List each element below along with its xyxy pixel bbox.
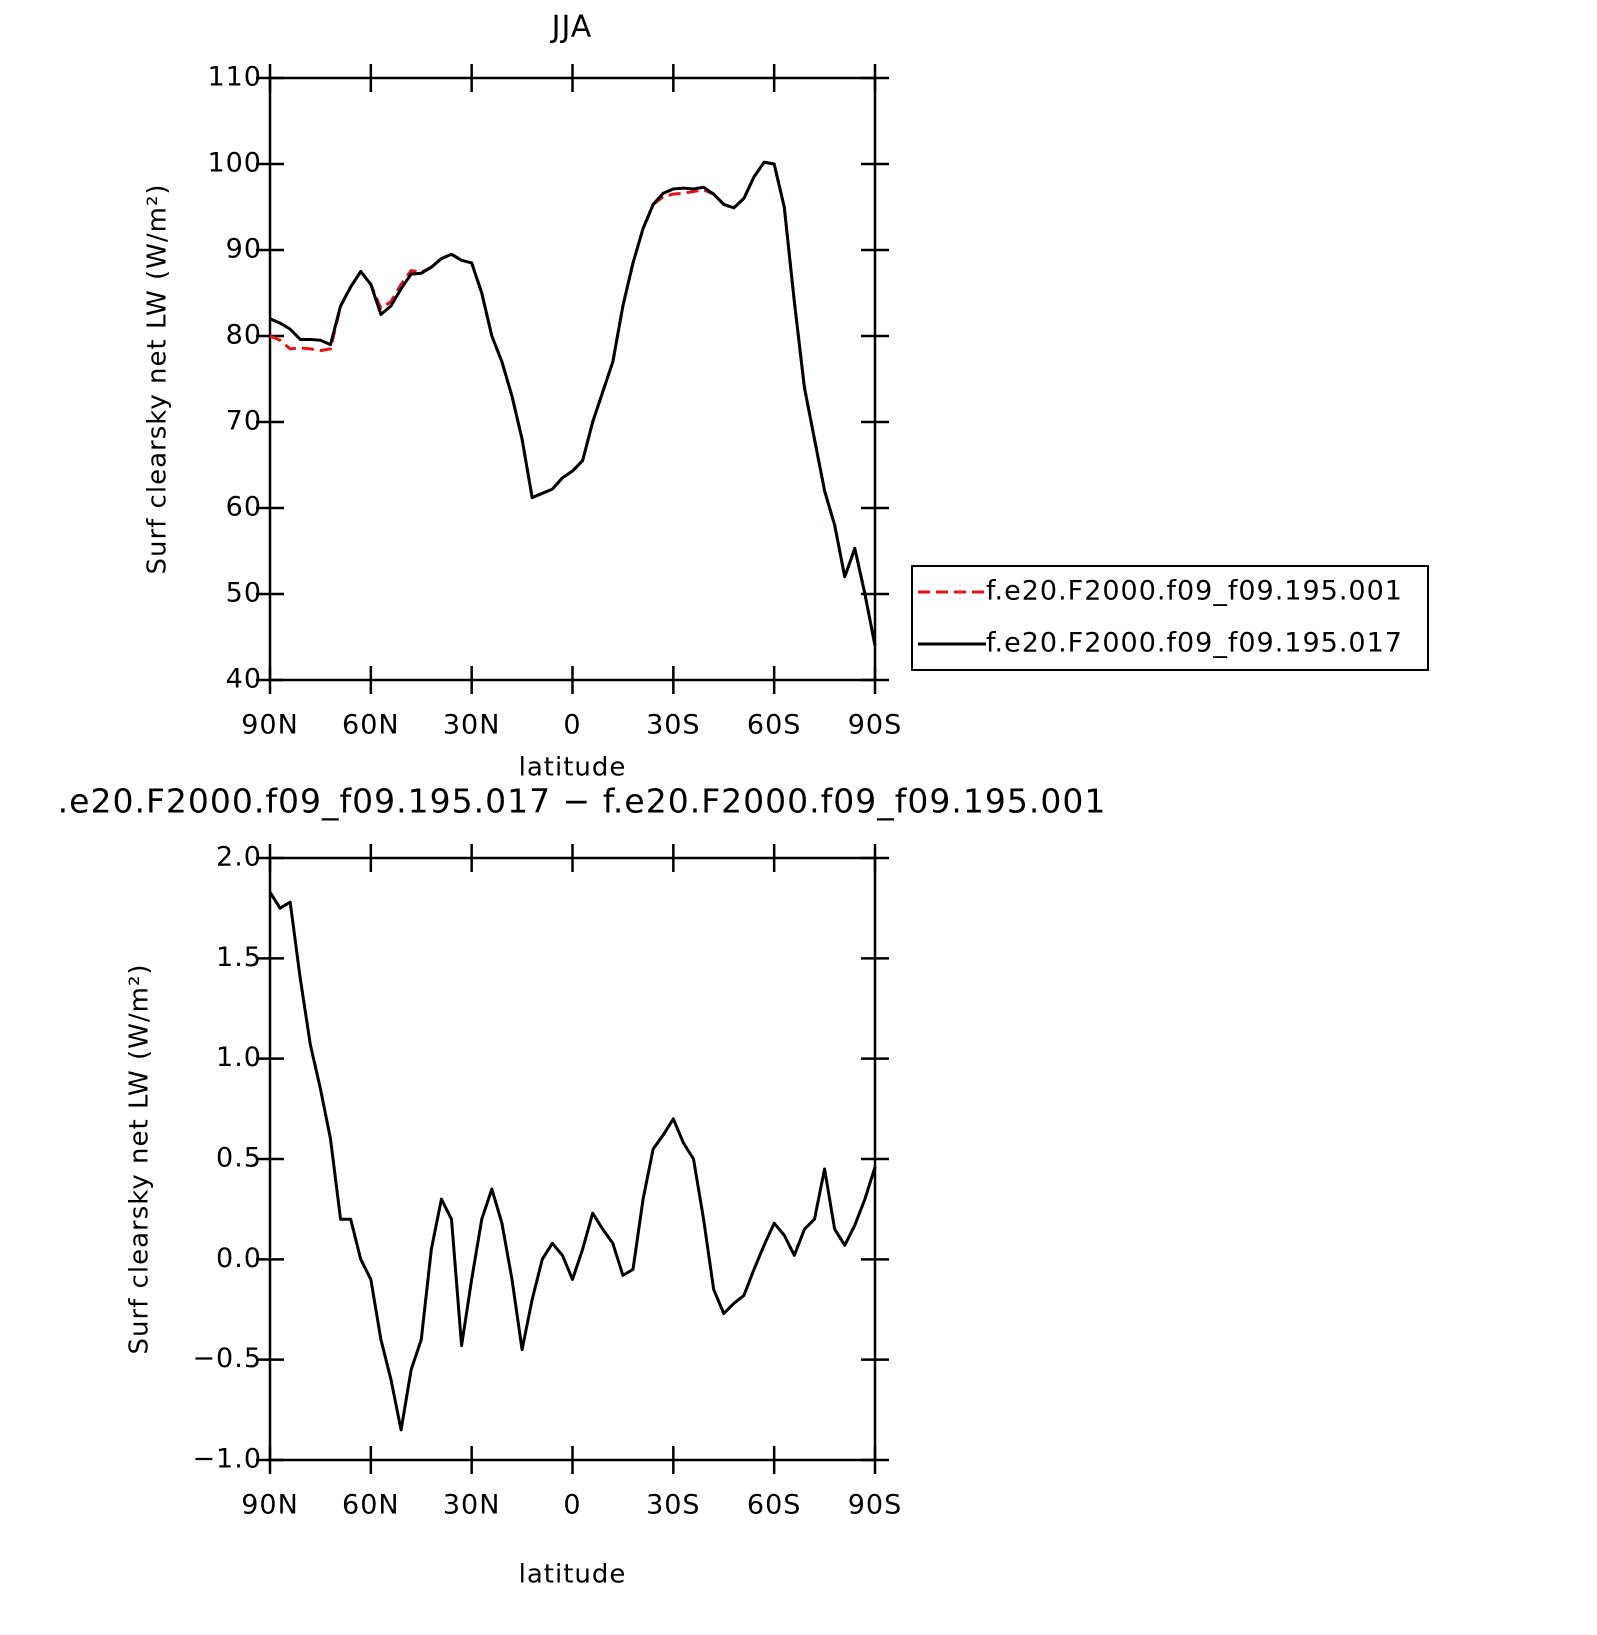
series-line	[269, 160, 877, 646]
y-tick-label: −0.5	[192, 1343, 262, 1374]
x-tick-label: 30S	[646, 710, 701, 741]
x-tick-label: 0	[563, 710, 581, 741]
x-tick-label: 60S	[747, 710, 802, 741]
y-tick-label: 0.5	[216, 1143, 262, 1174]
legend-label: f.e20.F2000.f09_f09.195.017	[986, 628, 1403, 659]
x-tick-label: 90N	[241, 710, 299, 741]
legend-box	[911, 565, 1429, 671]
y-axis-label: Surf clearsky net LW (W/m²)	[125, 963, 155, 1354]
y-tick-label: 1.0	[216, 1042, 262, 1073]
x-tick-label: 0	[563, 1490, 581, 1521]
x-tick-label: 60N	[342, 1490, 400, 1521]
chart-title: JJA	[550, 10, 593, 45]
legend-label: f.e20.F2000.f09_f09.195.001	[986, 576, 1403, 607]
x-tick-label: 90N	[241, 1490, 299, 1521]
y-tick-label: 0.0	[216, 1243, 262, 1274]
plot-frame	[268, 856, 877, 1462]
x-tick-label: 90S	[848, 710, 903, 741]
series-line	[269, 160, 877, 646]
y-tick-label: 1.5	[216, 942, 262, 973]
y-tick-label: 100	[207, 148, 262, 179]
y-tick-label: 40	[226, 664, 262, 695]
y-tick-label: 70	[226, 406, 262, 437]
y-tick-label: 60	[226, 492, 262, 523]
x-axis-label: latitude	[519, 1560, 627, 1590]
plot-frame	[268, 76, 877, 682]
y-tick-label: 50	[226, 578, 262, 609]
series-line	[268, 891, 877, 1432]
y-tick-label: 90	[226, 234, 262, 265]
y-axis-label: Surf clearsky net LW (W/m²)	[143, 183, 173, 574]
x-tick-label: 30N	[443, 1490, 501, 1521]
x-tick-label: 30S	[646, 1490, 701, 1521]
x-tick-label: 60S	[747, 1490, 802, 1521]
y-tick-label: 80	[226, 320, 262, 351]
x-tick-label: 30N	[443, 710, 501, 741]
chart-title: .e20.F2000.f09_f09.195.017 − f.e20.F2000…	[58, 782, 1107, 821]
y-tick-label: −1.0	[192, 1444, 262, 1475]
y-tick-label: 110	[207, 62, 262, 93]
y-tick-label: 2.0	[216, 842, 262, 873]
x-tick-label: 90S	[848, 1490, 903, 1521]
x-axis-label: latitude	[519, 753, 627, 783]
x-tick-label: 60N	[342, 710, 400, 741]
